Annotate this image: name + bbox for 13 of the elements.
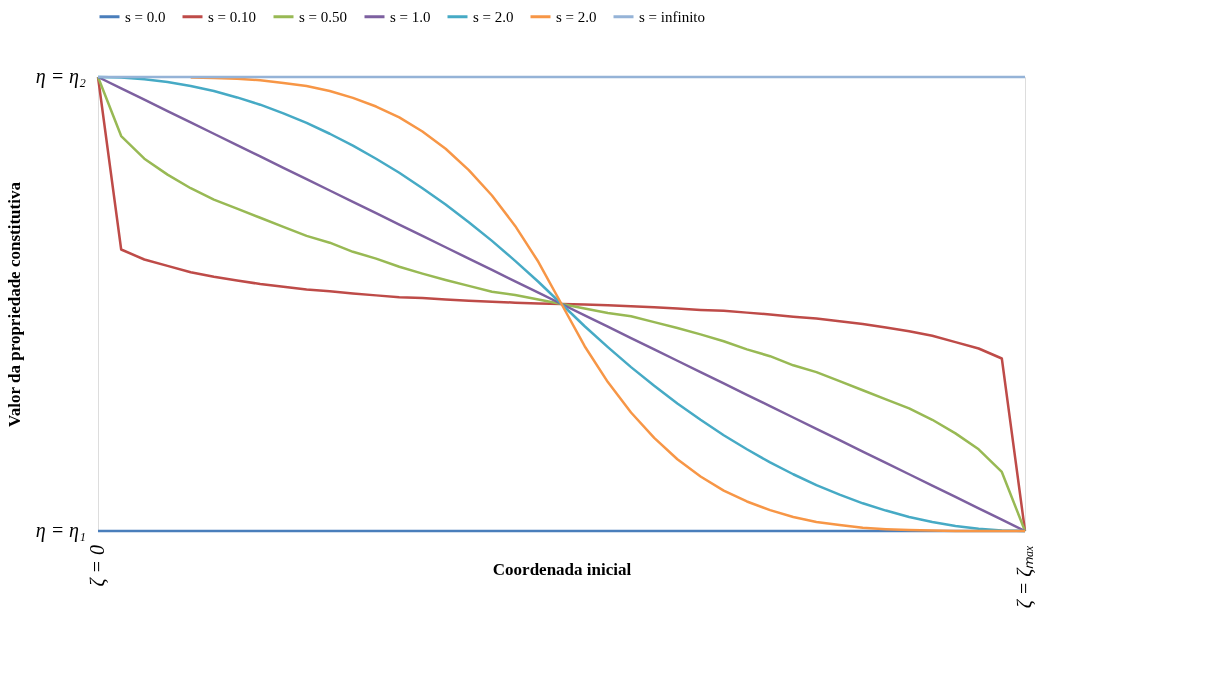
legend-label: s = 2.0 [473,8,514,25]
legend-label: s = infinito [639,8,705,25]
y-axis-title: Valor da propriedade constitutiva [4,181,24,427]
text: ζ = 0 [86,545,109,587]
legend-label: s = 0.50 [299,8,348,25]
legend-label: s = 0.10 [208,8,257,25]
legend-label: s = 1.0 [390,8,431,25]
text: η = η₂ [35,65,87,88]
text: ζ = ζₘₐₓ [1013,545,1036,609]
legend-label: s = 2.0 [556,8,597,25]
legend-label: s = 0.0 [125,8,166,25]
text: η = η₁ [35,519,86,542]
x-axis-title: Coordenada inicial [492,559,632,579]
